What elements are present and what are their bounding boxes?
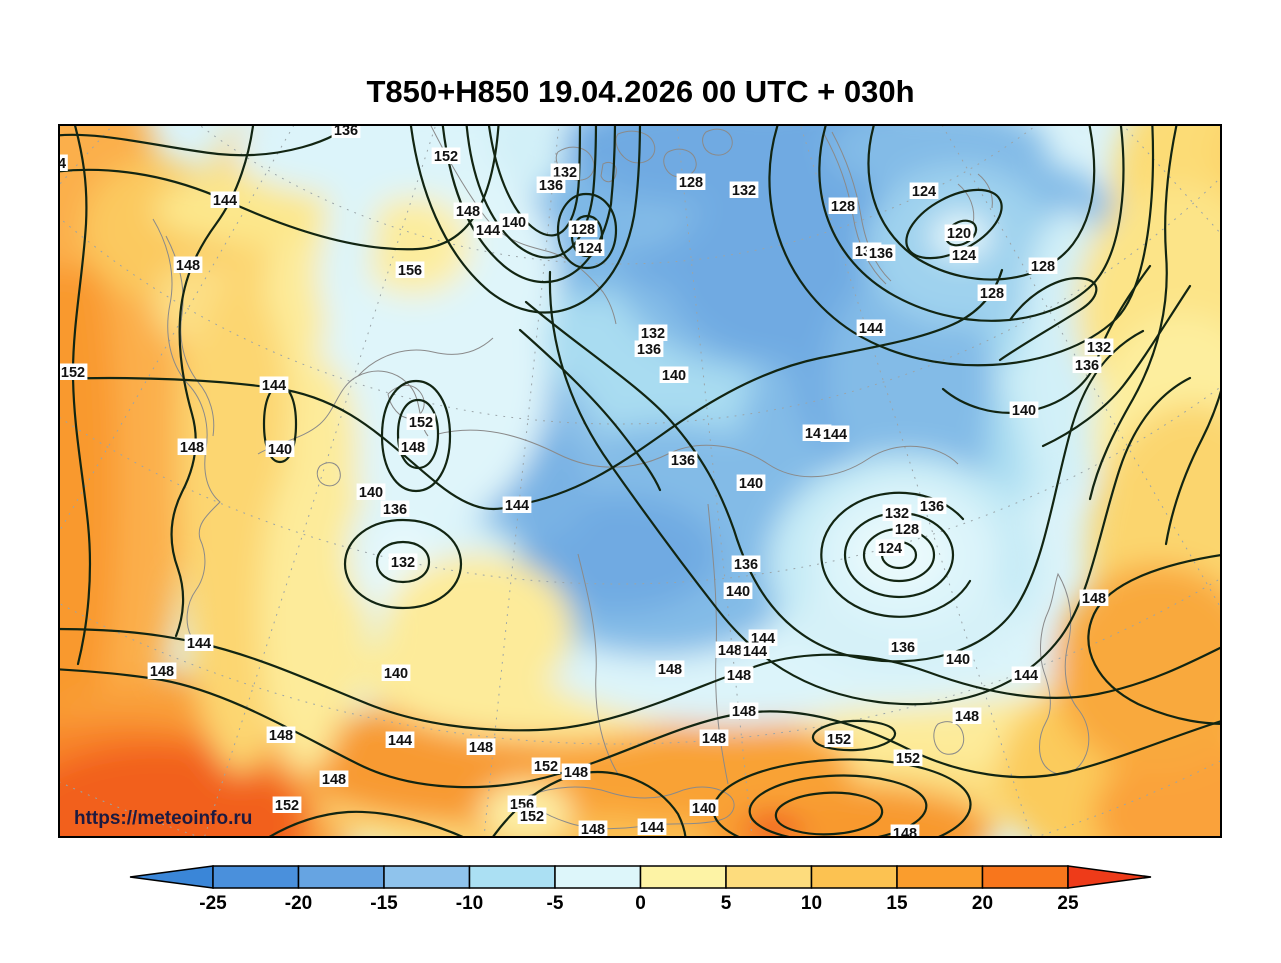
svg-text:140: 140 bbox=[384, 666, 408, 682]
svg-text:4: 4 bbox=[58, 156, 66, 172]
svg-text:148: 148 bbox=[176, 258, 200, 274]
svg-text:152: 152 bbox=[409, 415, 433, 431]
svg-text:136: 136 bbox=[539, 178, 563, 194]
svg-text:148: 148 bbox=[469, 740, 493, 756]
svg-text:136: 136 bbox=[671, 453, 695, 469]
svg-text:124: 124 bbox=[578, 241, 602, 257]
svg-text:132: 132 bbox=[641, 326, 665, 342]
svg-text:152: 152 bbox=[520, 809, 544, 825]
svg-text:https://meteoinfo.ru: https://meteoinfo.ru bbox=[74, 808, 252, 829]
svg-text:136: 136 bbox=[334, 124, 358, 139]
svg-text:-5: -5 bbox=[547, 893, 564, 914]
svg-text:124: 124 bbox=[952, 248, 976, 264]
svg-text:144: 144 bbox=[505, 498, 529, 514]
svg-text:128: 128 bbox=[1031, 259, 1055, 275]
svg-text:140: 140 bbox=[268, 442, 292, 458]
svg-text:140: 140 bbox=[662, 368, 686, 384]
svg-text:20: 20 bbox=[972, 893, 993, 914]
svg-text:148: 148 bbox=[581, 822, 605, 838]
svg-text:144: 144 bbox=[640, 820, 664, 836]
svg-text:148: 148 bbox=[718, 643, 742, 659]
svg-text:25: 25 bbox=[1057, 893, 1079, 914]
svg-text:136: 136 bbox=[734, 557, 758, 573]
svg-text:124: 124 bbox=[912, 184, 936, 200]
svg-text:156: 156 bbox=[398, 263, 422, 279]
svg-text:15: 15 bbox=[886, 893, 908, 914]
svg-text:-20: -20 bbox=[285, 893, 312, 914]
svg-text:124: 124 bbox=[878, 541, 902, 557]
svg-text:148: 148 bbox=[180, 440, 204, 456]
svg-text:140: 140 bbox=[726, 584, 750, 600]
svg-text:132: 132 bbox=[885, 506, 909, 522]
svg-text:10: 10 bbox=[801, 893, 822, 914]
svg-text:152: 152 bbox=[827, 732, 851, 748]
svg-text:148: 148 bbox=[456, 204, 480, 220]
svg-text:144: 144 bbox=[859, 321, 883, 337]
svg-text:144: 144 bbox=[743, 644, 767, 660]
svg-text:148: 148 bbox=[401, 440, 425, 456]
svg-text:148: 148 bbox=[893, 826, 917, 838]
svg-text:144: 144 bbox=[187, 636, 211, 652]
svg-text:132: 132 bbox=[1087, 340, 1111, 356]
svg-text:140: 140 bbox=[502, 215, 526, 231]
svg-text:128: 128 bbox=[831, 199, 855, 215]
svg-text:128: 128 bbox=[895, 522, 919, 538]
svg-text:144: 144 bbox=[1014, 668, 1038, 684]
svg-text:148: 148 bbox=[150, 664, 174, 680]
svg-text:152: 152 bbox=[275, 798, 299, 814]
svg-text:152: 152 bbox=[61, 365, 85, 381]
svg-text:-10: -10 bbox=[456, 893, 483, 914]
svg-text:140: 140 bbox=[1012, 403, 1036, 419]
svg-text:136: 136 bbox=[383, 502, 407, 518]
svg-text:148: 148 bbox=[1082, 591, 1106, 607]
svg-text:144: 144 bbox=[262, 378, 286, 394]
svg-text:5: 5 bbox=[721, 893, 732, 914]
svg-text:120: 120 bbox=[947, 226, 971, 242]
svg-text:132: 132 bbox=[732, 183, 756, 199]
svg-text:128: 128 bbox=[571, 222, 595, 238]
svg-text:136: 136 bbox=[1075, 358, 1099, 374]
svg-text:148: 148 bbox=[658, 662, 682, 678]
svg-text:0: 0 bbox=[635, 893, 646, 914]
svg-text:152: 152 bbox=[896, 751, 920, 767]
svg-text:136: 136 bbox=[920, 499, 944, 515]
svg-text:-15: -15 bbox=[370, 893, 398, 914]
svg-text:140: 140 bbox=[946, 652, 970, 668]
svg-text:148: 148 bbox=[732, 704, 756, 720]
svg-text:128: 128 bbox=[980, 286, 1004, 302]
svg-text:144: 144 bbox=[476, 223, 500, 239]
svg-text:152: 152 bbox=[534, 759, 558, 775]
svg-text:148: 148 bbox=[955, 709, 979, 725]
svg-text:136: 136 bbox=[891, 640, 915, 656]
svg-text:136: 136 bbox=[869, 246, 893, 262]
svg-text:148: 148 bbox=[269, 728, 293, 744]
svg-text:140: 140 bbox=[359, 485, 383, 501]
svg-text:132: 132 bbox=[391, 555, 415, 571]
svg-text:148: 148 bbox=[322, 772, 346, 788]
svg-text:144: 144 bbox=[388, 733, 412, 749]
svg-text:-25: -25 bbox=[199, 893, 227, 914]
svg-text:148: 148 bbox=[727, 668, 751, 684]
svg-text:128: 128 bbox=[679, 175, 703, 191]
svg-text:152: 152 bbox=[434, 149, 458, 165]
svg-text:140: 140 bbox=[692, 801, 716, 817]
svg-text:140: 140 bbox=[739, 476, 763, 492]
svg-text:148: 148 bbox=[702, 731, 726, 747]
svg-text:144: 144 bbox=[213, 193, 237, 209]
svg-text:136: 136 bbox=[637, 342, 661, 358]
svg-text:148: 148 bbox=[564, 765, 588, 781]
svg-text:144: 144 bbox=[823, 427, 847, 443]
